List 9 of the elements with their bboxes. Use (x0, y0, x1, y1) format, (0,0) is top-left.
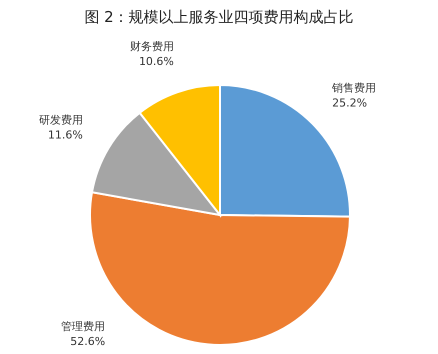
chart-title: 图 2：规模以上服务业四项费用构成占比 (84, 8, 354, 26)
data-label: 25.2% (332, 96, 368, 110)
slice-label: 财务费用 (130, 40, 174, 53)
slice-label: 研发费用 (38, 114, 83, 127)
data-label: 52.6% (70, 334, 106, 348)
slice-label: 管理费用 (61, 320, 106, 333)
data-label: 11.6% (48, 128, 83, 142)
data-label: 10.6% (138, 54, 174, 68)
slice-label: 销售费用 (331, 81, 376, 94)
